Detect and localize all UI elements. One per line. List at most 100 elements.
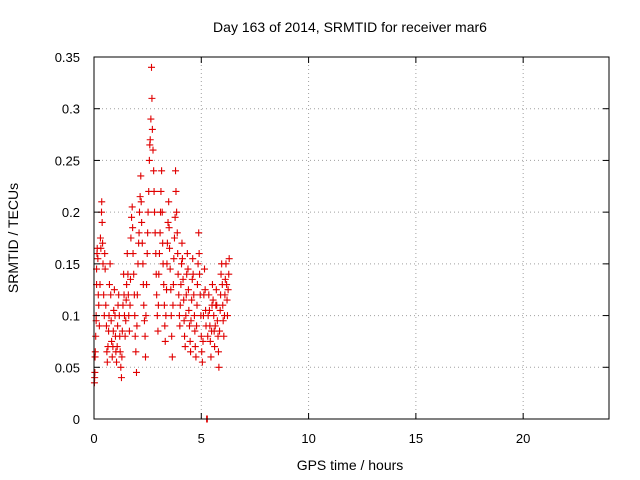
data-point (160, 281, 168, 289)
data-point (201, 286, 209, 294)
data-point (160, 301, 168, 309)
data-point (126, 301, 134, 309)
data-point (156, 229, 164, 237)
data-point (201, 265, 209, 273)
data-point (215, 363, 223, 371)
data-point (122, 296, 130, 304)
data-point (191, 327, 199, 335)
data-point (181, 332, 189, 340)
data-point (195, 250, 203, 258)
data-point (178, 260, 186, 268)
x-axis-label: GPS time / hours (297, 457, 404, 473)
y-tick-label: 0.2 (62, 205, 80, 220)
data-point (103, 358, 111, 366)
data-point (135, 229, 143, 237)
data-point (105, 312, 113, 320)
y-tick-label: 0.25 (55, 153, 80, 168)
data-point (161, 337, 169, 345)
data-point (175, 312, 183, 320)
data-point (188, 296, 196, 304)
data-point (98, 198, 106, 206)
data-point (141, 332, 149, 340)
data-point (148, 94, 156, 102)
data-point (164, 218, 172, 226)
data-point (216, 306, 224, 314)
axis-ticks (93, 56, 609, 420)
data-point (102, 322, 110, 330)
data-point (113, 343, 121, 351)
data-point (188, 275, 196, 283)
data-point (117, 363, 125, 371)
data-point (195, 229, 203, 237)
data-point (133, 322, 141, 330)
data-point (132, 348, 140, 356)
data-point (219, 317, 227, 325)
data-point (148, 125, 156, 133)
data-point (99, 260, 107, 268)
data-point (144, 208, 152, 216)
data-point (165, 224, 173, 232)
data-points (90, 63, 233, 423)
data-point (184, 265, 192, 273)
data-point (150, 167, 158, 175)
data-point (109, 327, 117, 335)
data-point (189, 255, 197, 263)
data-point (175, 291, 183, 299)
data-point (163, 260, 171, 268)
data-point (133, 291, 141, 299)
data-point (190, 312, 198, 320)
data-point (110, 286, 118, 294)
data-point (174, 270, 182, 278)
data-point (101, 265, 109, 273)
plot-border (93, 56, 610, 420)
data-point (135, 208, 143, 216)
data-point (177, 281, 185, 289)
data-point (179, 275, 187, 283)
data-point (193, 322, 201, 330)
data-point (129, 250, 137, 258)
data-point (222, 260, 230, 268)
y-tick-label: 0.3 (62, 102, 80, 117)
data-point (172, 167, 180, 175)
data-point (211, 343, 219, 351)
data-point (216, 327, 224, 335)
y-tick-label: 0 (73, 412, 80, 427)
x-tick-label: 20 (516, 431, 530, 446)
data-point (148, 63, 156, 71)
x-tick-label: 0 (90, 431, 97, 446)
data-point (126, 275, 134, 283)
data-point (138, 239, 146, 247)
data-point (143, 250, 151, 258)
data-point (205, 291, 213, 299)
data-point (167, 312, 175, 320)
data-point (144, 229, 152, 237)
data-point (197, 332, 205, 340)
data-point (96, 281, 104, 289)
y-tick-label: 0.05 (55, 360, 80, 375)
data-point (221, 275, 229, 283)
data-point (206, 337, 214, 345)
data-point (138, 218, 146, 226)
data-point (108, 353, 116, 361)
data-point (221, 291, 229, 299)
data-point (125, 312, 133, 320)
data-point (95, 301, 103, 309)
data-point (180, 296, 188, 304)
data-point (217, 270, 225, 278)
data-point (122, 317, 130, 325)
data-point (119, 301, 127, 309)
data-point (185, 306, 193, 314)
data-point (224, 286, 232, 294)
data-point (143, 281, 151, 289)
data-point (198, 348, 206, 356)
data-point (181, 343, 189, 351)
x-tick-label: 5 (198, 431, 205, 446)
data-point (137, 172, 145, 180)
data-point (142, 312, 150, 320)
data-point (225, 255, 233, 263)
data-point (157, 187, 165, 195)
data-point (142, 353, 149, 361)
data-point (100, 291, 108, 299)
data-point (211, 322, 219, 330)
data-point (210, 312, 218, 320)
